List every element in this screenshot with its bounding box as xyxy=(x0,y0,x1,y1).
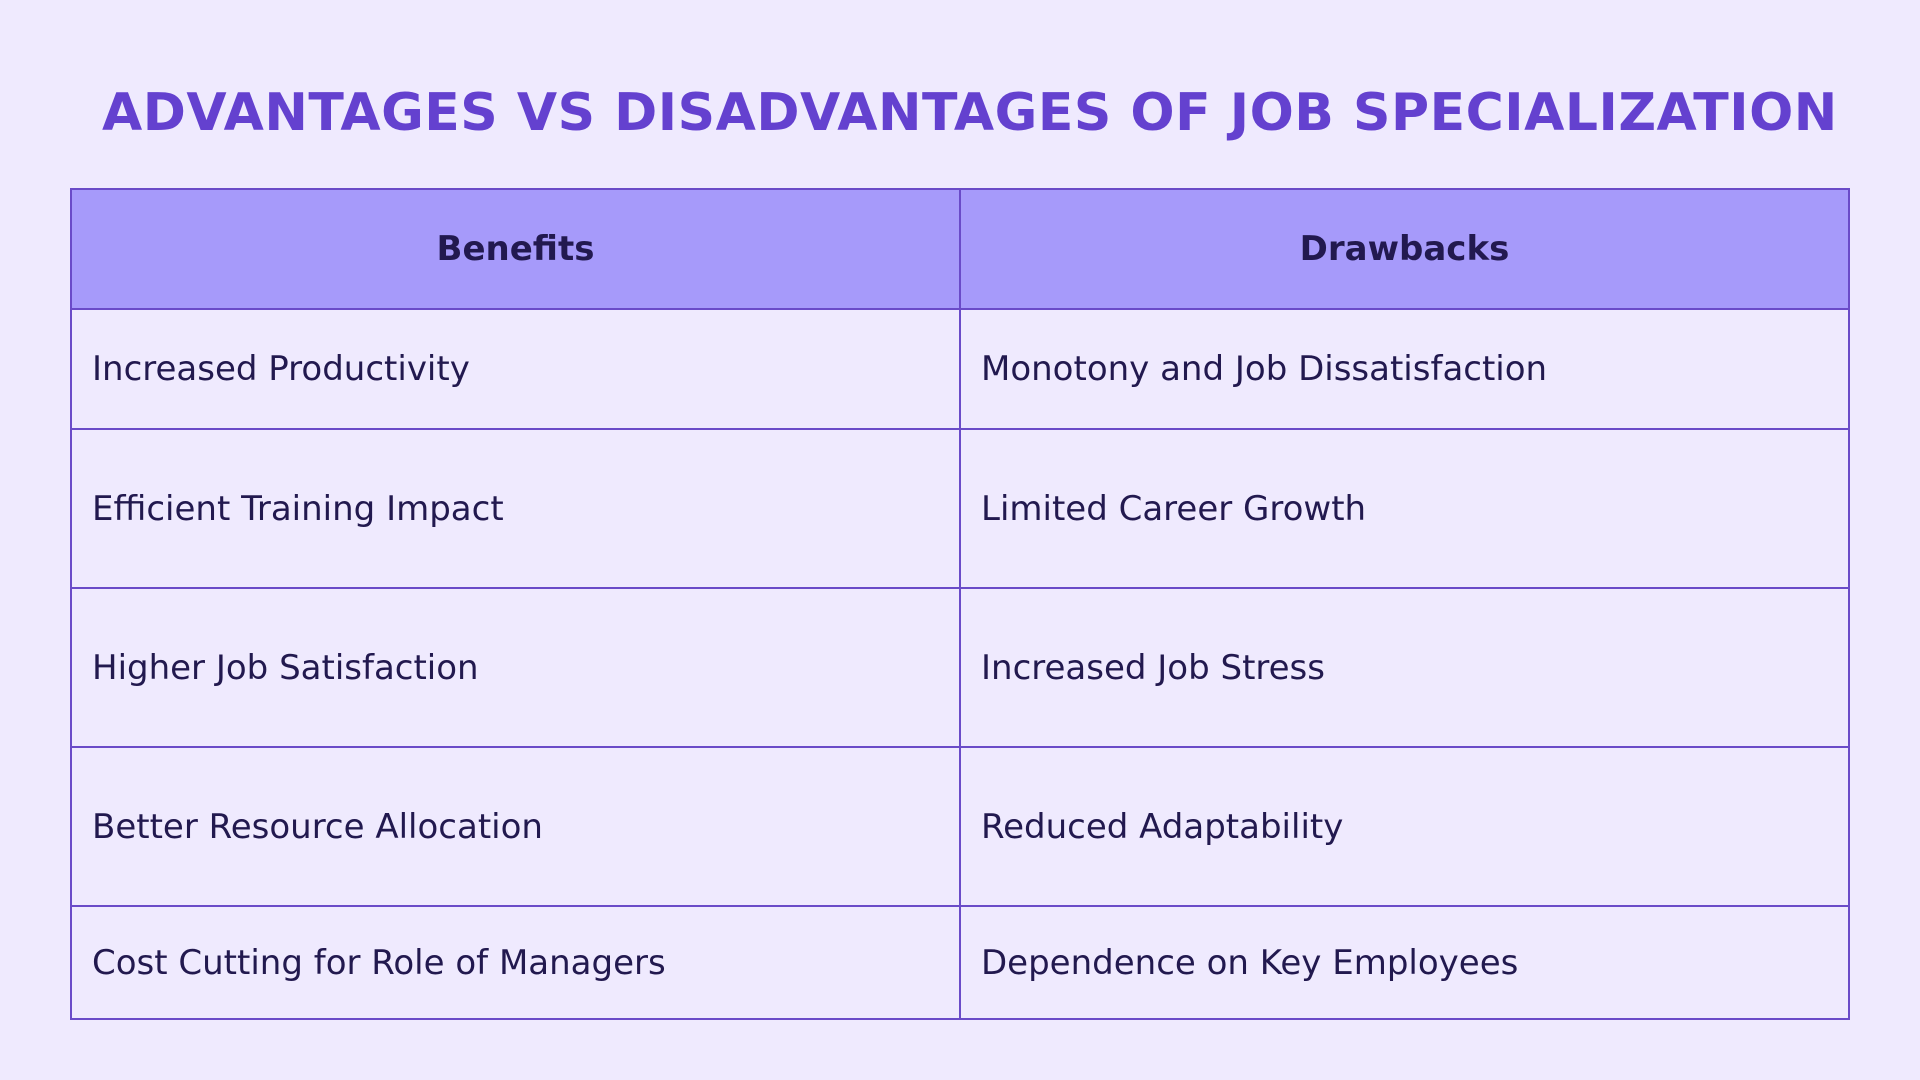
benefit-cell: Efficient Training Impact xyxy=(70,428,961,589)
drawback-cell: Reduced Adaptability xyxy=(959,746,1850,907)
table-row: Increased Productivity Monotony and Job … xyxy=(70,308,1850,430)
table-row: Cost Cutting for Role of Managers Depend… xyxy=(70,905,1850,1020)
benefit-cell: Higher Job Satisfaction xyxy=(70,587,961,748)
table-row: Better Resource Allocation Reduced Adapt… xyxy=(70,746,1850,907)
table-row: Higher Job Satisfaction Increased Job St… xyxy=(70,587,1850,748)
table-header-row: Benefits Drawbacks xyxy=(70,188,1850,310)
benefit-cell: Increased Productivity xyxy=(70,308,961,430)
column-header-benefits: Benefits xyxy=(70,188,961,310)
column-header-drawbacks: Drawbacks xyxy=(959,188,1850,310)
benefit-cell: Better Resource Allocation xyxy=(70,746,961,907)
table-row: Efficient Training Impact Limited Career… xyxy=(70,428,1850,589)
page-title: ADVANTAGES VS DISADVANTAGES OF JOB SPECI… xyxy=(102,83,1838,143)
benefit-cell: Cost Cutting for Role of Managers xyxy=(70,905,961,1020)
comparison-table: Benefits Drawbacks Increased Productivit… xyxy=(70,188,1850,1020)
drawback-cell: Increased Job Stress xyxy=(959,587,1850,748)
drawback-cell: Limited Career Growth xyxy=(959,428,1850,589)
drawback-cell: Dependence on Key Employees xyxy=(959,905,1850,1020)
drawback-cell: Monotony and Job Dissatisfaction xyxy=(959,308,1850,430)
